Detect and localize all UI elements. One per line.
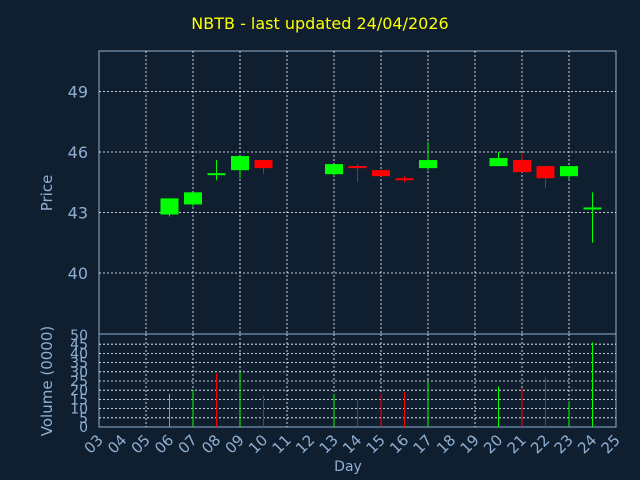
- candle-body: [513, 160, 531, 173]
- candle-body: [254, 160, 273, 169]
- candle-body: [489, 158, 508, 167]
- candle-body: [560, 166, 578, 177]
- volume-tick-label: 15: [70, 392, 88, 408]
- x-tick-label: 17: [410, 431, 436, 457]
- candle-body: [325, 164, 343, 175]
- volume-tick-label: 30: [70, 365, 88, 381]
- candle-body: [372, 170, 390, 177]
- x-tick-label: 24: [574, 431, 600, 457]
- x-tick-label: 10: [245, 431, 271, 457]
- x-tick-label: 14: [339, 431, 365, 457]
- volume-tick-label: 10: [70, 402, 88, 418]
- candle-body: [184, 192, 202, 205]
- x-tick-label: 11: [269, 431, 295, 457]
- x-tick-label: 06: [151, 431, 177, 457]
- x-tick-label: 15: [363, 431, 389, 457]
- price-tick-label: 43: [68, 204, 88, 223]
- x-tick-label: 23: [551, 431, 577, 457]
- price-tick-label: 49: [68, 83, 88, 102]
- candle-body: [395, 178, 414, 181]
- chart-title: NBTB - last updated 24/04/2026: [191, 14, 449, 33]
- price-tick-label: 40: [68, 264, 88, 283]
- volume-tick-label: 25: [70, 374, 88, 390]
- x-tick-label: 18: [433, 431, 459, 457]
- x-tick-label: 20: [480, 431, 506, 457]
- x-tick-label: 25: [598, 431, 624, 457]
- candle-body: [348, 166, 367, 169]
- price-axis-label: Price: [38, 175, 56, 212]
- candle-body: [536, 166, 555, 179]
- x-tick-label: 08: [198, 431, 224, 457]
- volume-tick-label: 40: [70, 346, 88, 362]
- volume-tick-label: 5: [79, 411, 88, 427]
- x-tick-label: 21: [504, 431, 530, 457]
- x-tick-label: 13: [316, 431, 342, 457]
- candle-body: [207, 173, 226, 176]
- volume-tick-label: 50: [70, 328, 88, 344]
- x-tick-label: 12: [292, 431, 318, 457]
- x-tick-label: 07: [175, 431, 201, 457]
- x-tick-label: 05: [128, 431, 154, 457]
- x-tick-label: 22: [527, 431, 553, 457]
- volume-tick-label: 0: [79, 420, 88, 436]
- x-tick-label: 04: [104, 431, 130, 457]
- candle-body: [419, 160, 437, 169]
- x-tick-label: 16: [386, 431, 412, 457]
- candle-body: [160, 198, 179, 215]
- volume-tick-label: 20: [70, 383, 88, 399]
- price-tick-label: 46: [68, 143, 88, 162]
- volume-tick-label: 45: [70, 337, 88, 353]
- x-axis-label: Day: [334, 459, 362, 475]
- volume-axis-label: Volume (0000): [38, 326, 56, 436]
- candle-body: [231, 156, 249, 171]
- price-panel-frame: [98, 50, 617, 335]
- volume-tick-label: 35: [70, 356, 88, 372]
- x-tick-label: 19: [457, 431, 483, 457]
- x-tick-label: 09: [222, 431, 248, 457]
- candle-body: [583, 207, 602, 210]
